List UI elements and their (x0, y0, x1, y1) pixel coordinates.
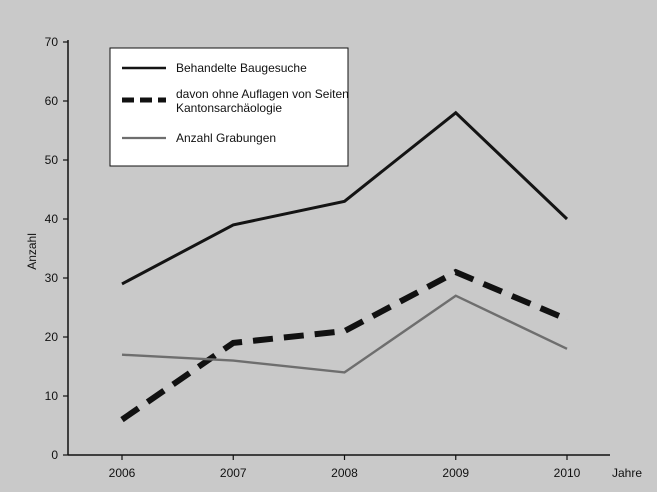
legend-label: Anzahl Grabungen (176, 131, 276, 145)
series-layer (120, 110, 569, 423)
y-tick-label: 70 (45, 35, 59, 49)
legend-label: davon ohne Auflagen von Seiten Kantonsarc… (176, 87, 349, 115)
y-tick-label: 0 (51, 448, 58, 462)
y-tick-label: 10 (45, 389, 59, 403)
y-tick-label: 30 (45, 271, 59, 285)
y-tick-label: 40 (45, 212, 59, 226)
y-tick-label: 50 (45, 153, 59, 167)
y-axis-title: Anzahl (25, 233, 39, 270)
series-line-2 (120, 268, 569, 423)
y-tick-label: 20 (45, 330, 59, 344)
y-tick-label: 60 (45, 94, 59, 108)
legend-label: Behandelte Baugesuche (176, 61, 307, 75)
x-tick-label: 2008 (331, 466, 358, 480)
x-tick-label: 2010 (554, 466, 581, 480)
y-axis-ticks: 0 10 20 30 40 50 60 70 (45, 35, 68, 462)
x-tick-label: 2006 (109, 466, 136, 480)
legend-items: Behandelte Baugesuche davon ohne Auflagen… (122, 61, 349, 145)
x-tick-label: 2007 (220, 466, 247, 480)
x-axis-title: Jahre (612, 466, 642, 480)
legend: Behandelte Baugesuche davon ohne Auflagen… (109, 47, 349, 167)
x-tick-label: 2009 (442, 466, 469, 480)
x-axis-ticks: 2006 2007 2008 2009 2010 (109, 455, 581, 480)
